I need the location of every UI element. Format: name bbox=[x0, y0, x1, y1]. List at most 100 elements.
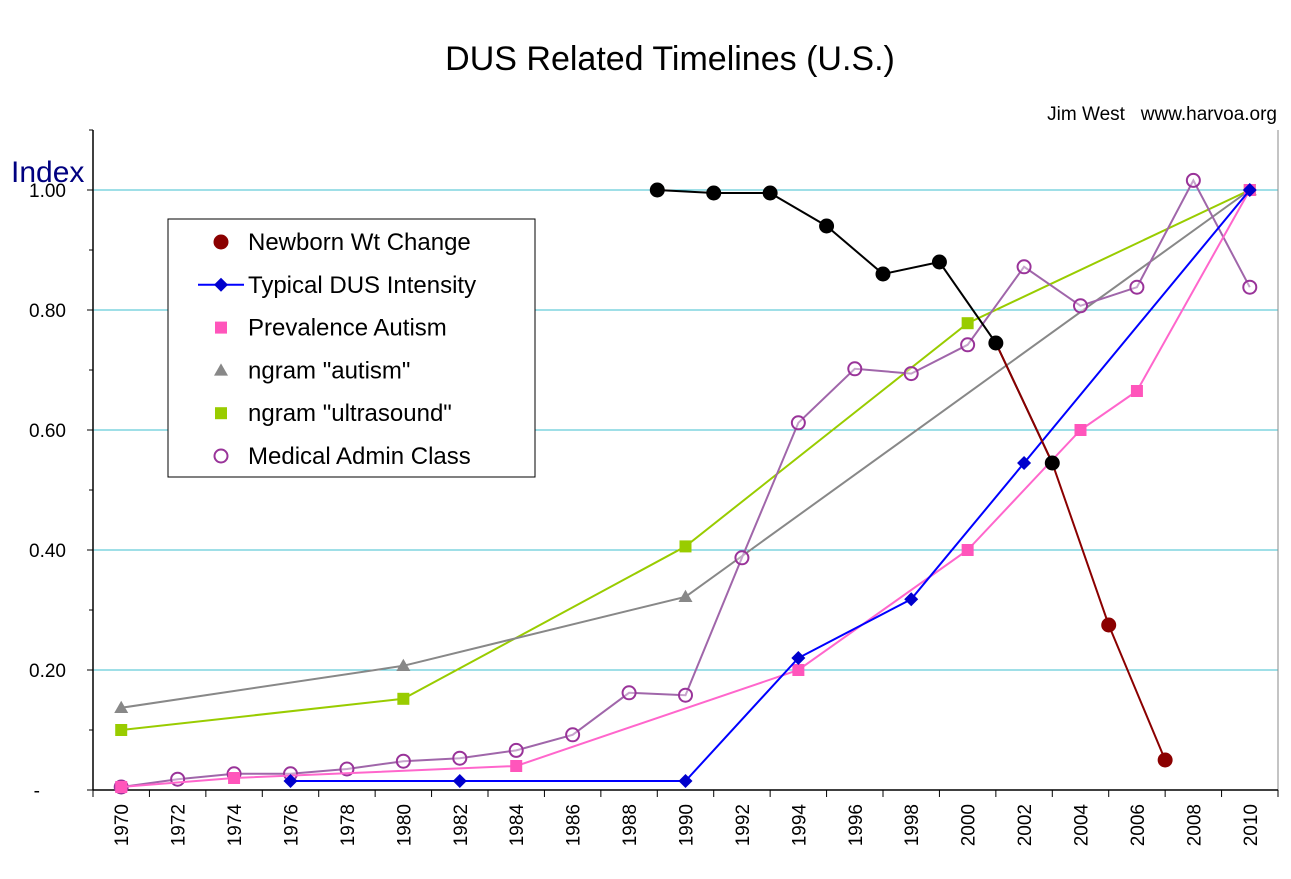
data-point bbox=[791, 651, 806, 665]
data-point bbox=[931, 254, 947, 270]
chart-credit: Jim West www.harvoa.org bbox=[1047, 104, 1277, 125]
data-point bbox=[792, 664, 805, 676]
data-point bbox=[734, 550, 750, 566]
x-tick-label: 2008 bbox=[1184, 804, 1205, 846]
axis-layer: - 0.20 0.40 0.60 0.80 1.00 1970 1972 1974 1976 197… bbox=[29, 129, 1279, 847]
legend-label: Medical Admin Class bbox=[248, 443, 471, 470]
data-point bbox=[452, 750, 468, 766]
series-line bbox=[121, 189, 1251, 788]
x-tick-label: 1984 bbox=[507, 804, 528, 847]
legend-entry: Prevalence Autism bbox=[215, 315, 447, 342]
data-point bbox=[213, 234, 229, 250]
data-point bbox=[706, 185, 722, 201]
x-tick-label: 1998 bbox=[902, 804, 923, 846]
legend-label: Typical DUS Intensity bbox=[248, 272, 476, 299]
series-medical-admin-class bbox=[113, 172, 1258, 795]
series-newborn-wt-change bbox=[649, 182, 1173, 768]
data-point bbox=[215, 407, 227, 420]
data-point bbox=[1242, 279, 1258, 295]
y-axis-label: Index bbox=[11, 156, 84, 189]
data-point bbox=[988, 335, 1004, 351]
x-tick-label: 1990 bbox=[677, 804, 698, 846]
series-line bbox=[121, 189, 1251, 709]
data-point bbox=[678, 687, 693, 703]
legend-entry: ngram "autism" bbox=[214, 357, 410, 384]
x-tick-label: 1982 bbox=[451, 804, 472, 846]
chart-title: DUS Related Timelines (U.S.) bbox=[445, 40, 895, 78]
x-tick-label: 1980 bbox=[394, 804, 415, 846]
data-point bbox=[1016, 259, 1032, 275]
data-point bbox=[1157, 752, 1173, 768]
data-point bbox=[283, 774, 298, 788]
series-line bbox=[994, 342, 1167, 761]
data-point bbox=[819, 218, 835, 234]
legend-label: ngram "autism" bbox=[248, 357, 410, 384]
data-point bbox=[678, 589, 693, 603]
x-tick-label: 1970 bbox=[112, 804, 133, 846]
data-point bbox=[510, 760, 523, 772]
data-point bbox=[565, 727, 581, 743]
series-prevalence-autism bbox=[115, 184, 1256, 793]
data-point bbox=[1017, 456, 1032, 470]
data-point bbox=[228, 772, 241, 784]
x-tick-label: 1988 bbox=[620, 804, 641, 846]
legend-entry: Medical Admin Class bbox=[213, 443, 471, 470]
series-ngram-ultrasound bbox=[115, 184, 1256, 736]
x-tick-label: 2000 bbox=[959, 804, 980, 846]
series-typical-dus-intensity bbox=[283, 183, 1257, 788]
y-tick-label: 0.20 bbox=[29, 661, 66, 682]
data-point bbox=[1101, 617, 1117, 633]
x-tick-label: 2006 bbox=[1128, 804, 1149, 846]
x-tick-label: 1976 bbox=[282, 804, 303, 846]
series-line bbox=[657, 189, 1054, 464]
x-tick-label: 1996 bbox=[846, 804, 867, 846]
legend: Newborn Wt Change Typical DUS Intensity Pr… bbox=[167, 218, 536, 478]
data-point bbox=[452, 774, 467, 788]
data-point bbox=[649, 182, 665, 198]
data-point bbox=[508, 742, 524, 758]
series-line bbox=[121, 178, 1251, 788]
data-point bbox=[790, 415, 806, 431]
data-point bbox=[961, 317, 974, 330]
data-point bbox=[1185, 172, 1201, 188]
data-point bbox=[395, 753, 411, 769]
y-tick-label: 0.40 bbox=[29, 541, 66, 562]
data-point bbox=[1129, 279, 1145, 295]
data-point bbox=[1073, 298, 1088, 314]
data-point bbox=[762, 185, 778, 201]
x-tick-label: 1978 bbox=[338, 804, 359, 846]
data-point bbox=[114, 700, 129, 714]
legend-entry: Typical DUS Intensity bbox=[198, 272, 476, 299]
legend-label: ngram "ultrasound" bbox=[248, 400, 452, 427]
data-point bbox=[397, 692, 410, 705]
data-point bbox=[115, 724, 128, 736]
x-tick-label: 2002 bbox=[1015, 804, 1036, 846]
data-point bbox=[847, 361, 863, 377]
data-point bbox=[214, 277, 228, 292]
data-point bbox=[1044, 455, 1060, 471]
y-tick-label: 0.80 bbox=[29, 301, 66, 322]
legend-entry: Newborn Wt Change bbox=[213, 229, 471, 256]
y-tick-label: - bbox=[34, 781, 40, 802]
data-point bbox=[214, 363, 228, 376]
x-tick-label: 1972 bbox=[169, 804, 190, 846]
data-point bbox=[1242, 183, 1257, 197]
data-point bbox=[396, 658, 411, 672]
x-tick-label: 1992 bbox=[733, 804, 754, 846]
legend-label: Prevalence Autism bbox=[248, 315, 447, 342]
series-layer bbox=[113, 172, 1258, 795]
x-tick-label: 1986 bbox=[564, 804, 585, 846]
y-tick-label: 1.00 bbox=[29, 181, 66, 202]
legend-label: Newborn Wt Change bbox=[248, 229, 471, 256]
data-point bbox=[678, 774, 693, 788]
data-point bbox=[960, 337, 976, 353]
data-point bbox=[621, 685, 637, 701]
y-tick-label: 0.60 bbox=[29, 421, 66, 442]
x-tick-label: 1974 bbox=[225, 804, 246, 847]
data-point bbox=[213, 448, 229, 464]
data-point bbox=[1130, 385, 1143, 397]
legend-entry: ngram "ultrasound" bbox=[215, 400, 452, 427]
data-point bbox=[961, 544, 974, 556]
